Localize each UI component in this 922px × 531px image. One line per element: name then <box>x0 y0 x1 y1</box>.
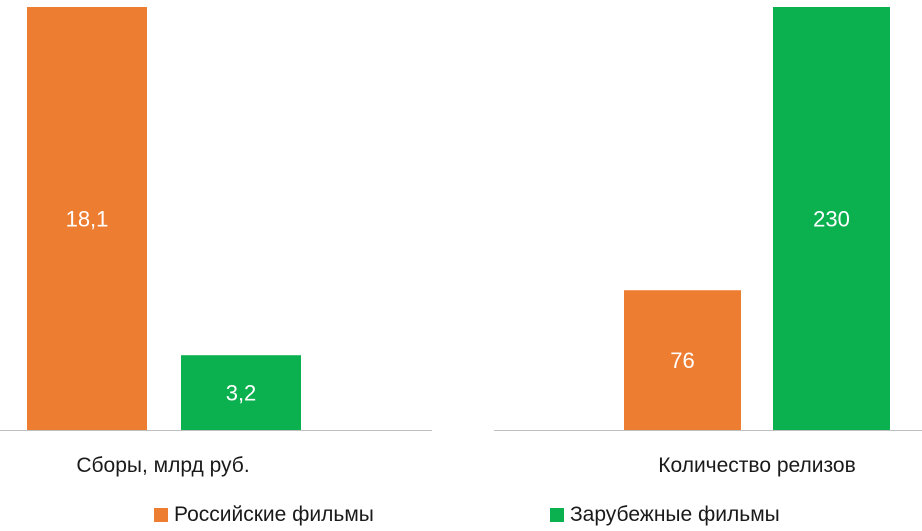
legend-swatch-foreign <box>550 508 564 522</box>
legend-label-russian: Российские фильмы <box>174 503 374 526</box>
legend-item-russian: Российские фильмы <box>154 503 374 527</box>
data-label-russian-2: 76 <box>670 348 694 373</box>
legend-label-foreign: Зарубежные фильмы <box>570 503 780 526</box>
chart-panel-2: 76 230 Количество релизов <box>494 7 922 477</box>
category-label-1: Сборы, млрд руб. <box>76 454 249 477</box>
bar-foreign-2 <box>773 7 890 430</box>
data-label-foreign-1: 3,2 <box>226 381 257 406</box>
legend-swatch-russian <box>154 508 168 522</box>
legend-item-foreign: Зарубежные фильмы <box>550 503 780 527</box>
chart-panel-1: 18,1 3,2 Сборы, млрд руб. <box>0 7 432 477</box>
bar-foreign-1 <box>181 355 301 430</box>
data-label-russian-1: 18,1 <box>66 207 109 232</box>
category-label-2: Количество релизов <box>658 454 855 477</box>
bar-russian-2 <box>624 290 741 430</box>
bar-russian-1 <box>27 7 147 430</box>
data-label-foreign-2: 230 <box>813 207 850 232</box>
